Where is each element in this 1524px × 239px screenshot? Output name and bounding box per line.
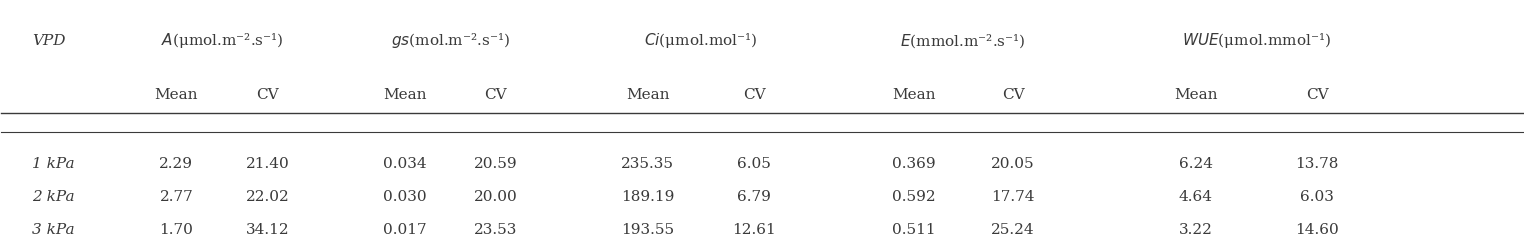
Text: 0.030: 0.030 bbox=[383, 190, 427, 204]
Text: 20.00: 20.00 bbox=[474, 190, 518, 204]
Text: CV: CV bbox=[744, 87, 765, 102]
Text: 6.05: 6.05 bbox=[738, 158, 771, 171]
Text: Mean: Mean bbox=[626, 87, 669, 102]
Text: 21.40: 21.40 bbox=[245, 158, 290, 171]
Text: 14.60: 14.60 bbox=[1295, 223, 1340, 237]
Text: $\mathit{A}$(μmol.m⁻².s⁻¹): $\mathit{A}$(μmol.m⁻².s⁻¹) bbox=[160, 32, 283, 50]
Text: 0.511: 0.511 bbox=[893, 223, 936, 237]
Text: 12.61: 12.61 bbox=[733, 223, 776, 237]
Text: CV: CV bbox=[485, 87, 507, 102]
Text: CV: CV bbox=[1306, 87, 1329, 102]
Text: 0.034: 0.034 bbox=[383, 158, 427, 171]
Text: 189.19: 189.19 bbox=[622, 190, 675, 204]
Text: 2.77: 2.77 bbox=[160, 190, 194, 204]
Text: CV: CV bbox=[1001, 87, 1024, 102]
Text: Mean: Mean bbox=[383, 87, 427, 102]
Text: $\mathit{gs}$(mol.m⁻².s⁻¹): $\mathit{gs}$(mol.m⁻².s⁻¹) bbox=[390, 32, 509, 50]
Text: 3 kPa: 3 kPa bbox=[32, 223, 75, 237]
Text: $\mathit{WUE}$(μmol.mmol⁻¹): $\mathit{WUE}$(μmol.mmol⁻¹) bbox=[1183, 32, 1330, 50]
Text: 22.02: 22.02 bbox=[245, 190, 290, 204]
Text: 0.592: 0.592 bbox=[893, 190, 936, 204]
Text: 2 kPa: 2 kPa bbox=[32, 190, 75, 204]
Text: 0.369: 0.369 bbox=[893, 158, 936, 171]
Text: CV: CV bbox=[256, 87, 279, 102]
Text: $\mathit{E}$(mmol.m⁻².s⁻¹): $\mathit{E}$(mmol.m⁻².s⁻¹) bbox=[901, 32, 1026, 50]
Text: 6.24: 6.24 bbox=[1178, 158, 1213, 171]
Text: 2.29: 2.29 bbox=[160, 158, 194, 171]
Text: 20.05: 20.05 bbox=[991, 158, 1035, 171]
Text: 0.017: 0.017 bbox=[383, 223, 427, 237]
Text: 34.12: 34.12 bbox=[245, 223, 290, 237]
Text: 23.53: 23.53 bbox=[474, 223, 518, 237]
Text: 13.78: 13.78 bbox=[1295, 158, 1340, 171]
Text: 193.55: 193.55 bbox=[622, 223, 675, 237]
Text: 20.59: 20.59 bbox=[474, 158, 518, 171]
Text: Mean: Mean bbox=[893, 87, 936, 102]
Text: 25.24: 25.24 bbox=[991, 223, 1035, 237]
Text: 3.22: 3.22 bbox=[1178, 223, 1213, 237]
Text: 4.64: 4.64 bbox=[1178, 190, 1213, 204]
Text: Mean: Mean bbox=[154, 87, 198, 102]
Text: 1 kPa: 1 kPa bbox=[32, 158, 75, 171]
Text: 17.74: 17.74 bbox=[991, 190, 1035, 204]
Text: 6.79: 6.79 bbox=[738, 190, 771, 204]
Text: 1.70: 1.70 bbox=[160, 223, 194, 237]
Text: 6.03: 6.03 bbox=[1300, 190, 1334, 204]
Text: Mean: Mean bbox=[1173, 87, 1218, 102]
Text: 235.35: 235.35 bbox=[622, 158, 675, 171]
Text: VPD: VPD bbox=[32, 34, 66, 48]
Text: $\mathit{Ci}$(μmol.mol⁻¹): $\mathit{Ci}$(μmol.mol⁻¹) bbox=[645, 32, 757, 50]
